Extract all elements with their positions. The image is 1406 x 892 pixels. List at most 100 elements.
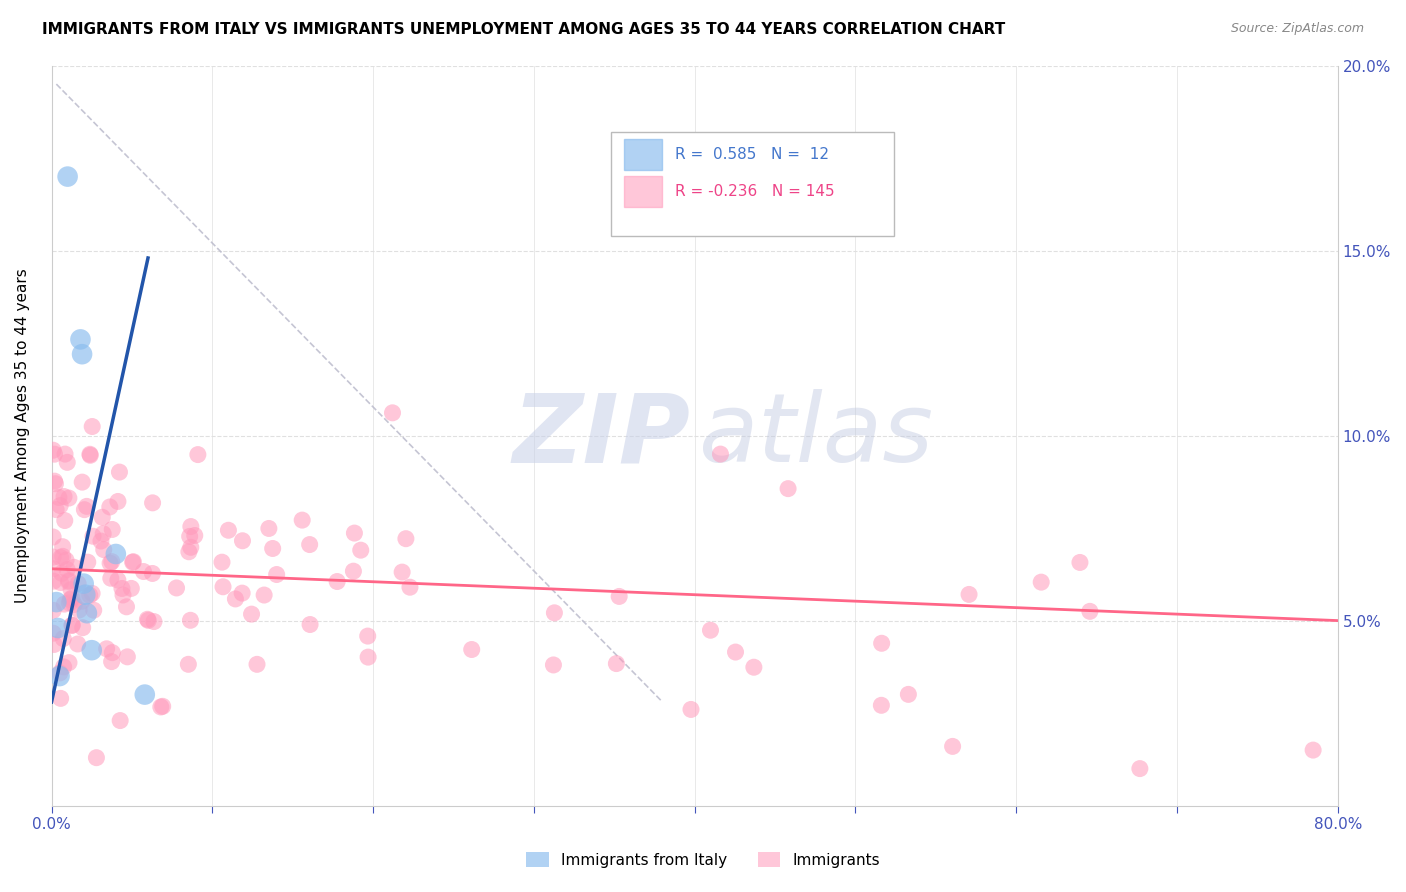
Immigrants [121, 555, 143, 569]
Legend: Immigrants from Italy, Immigrants: Immigrants from Italy, Immigrants [517, 844, 889, 875]
Immigrants from Italy [104, 547, 127, 561]
Immigrants [257, 521, 280, 535]
Immigrants [58, 656, 80, 670]
Immigrants [253, 588, 276, 602]
Immigrants [101, 523, 124, 537]
Immigrants [177, 657, 200, 672]
Immigrants [53, 447, 76, 461]
Immigrants [111, 582, 134, 596]
Immigrants [342, 564, 364, 578]
Immigrants [49, 691, 72, 706]
Text: R =  0.585   N =  12: R = 0.585 N = 12 [675, 147, 830, 162]
Immigrants [101, 646, 124, 660]
Immigrants [132, 565, 155, 579]
Immigrants [91, 510, 114, 524]
Immigrants [180, 541, 202, 555]
Immigrants [100, 571, 122, 585]
Immigrants [291, 513, 314, 527]
Immigrants [262, 541, 284, 556]
Immigrants [108, 465, 131, 479]
Immigrants [59, 592, 82, 607]
Immigrants [117, 649, 139, 664]
Immigrants [709, 447, 731, 461]
Y-axis label: Unemployment Among Ages 35 to 44 years: Unemployment Among Ages 35 to 44 years [15, 268, 30, 603]
Immigrants [82, 586, 104, 600]
Immigrants [67, 603, 90, 617]
Immigrants [58, 596, 80, 610]
Immigrants [52, 549, 75, 564]
Immigrants [1129, 762, 1152, 776]
Immigrants [82, 529, 104, 543]
Immigrants [778, 482, 800, 496]
Immigrants [1031, 575, 1053, 590]
Immigrants [395, 532, 418, 546]
Immigrants [44, 474, 66, 488]
Immigrants [48, 491, 70, 505]
Immigrants [70, 475, 93, 490]
Immigrants [56, 455, 79, 469]
Immigrants [460, 642, 482, 657]
Immigrants from Italy [73, 576, 96, 591]
Immigrants [100, 655, 122, 669]
Immigrants [79, 588, 101, 602]
Immigrants [42, 626, 65, 640]
Immigrants [231, 586, 253, 600]
Immigrants [42, 574, 65, 589]
Immigrants [49, 665, 72, 680]
Immigrants [326, 574, 349, 589]
Immigrants [96, 641, 118, 656]
Text: IMMIGRANTS FROM ITALY VS IMMIGRANTS UNEMPLOYMENT AMONG AGES 35 TO 44 YEARS CORRE: IMMIGRANTS FROM ITALY VS IMMIGRANTS UNEM… [42, 22, 1005, 37]
Immigrants [44, 447, 66, 461]
Bar [624, 139, 662, 170]
Immigrants [136, 613, 159, 627]
Immigrants [699, 624, 721, 638]
Immigrants [42, 562, 65, 576]
Immigrants [897, 687, 920, 701]
Immigrants [63, 560, 86, 574]
Immigrants [107, 573, 129, 587]
Immigrants [179, 613, 201, 627]
Immigrants [49, 499, 72, 513]
Immigrants [298, 538, 321, 552]
Immigrants [184, 528, 207, 542]
Immigrants [79, 447, 101, 461]
Immigrants [101, 555, 124, 569]
Immigrants [60, 618, 83, 632]
Immigrants [343, 526, 366, 541]
Immigrants [605, 657, 627, 671]
Immigrants [957, 587, 980, 601]
Text: atlas: atlas [699, 389, 934, 482]
Immigrants [44, 637, 66, 651]
Immigrants [49, 575, 72, 590]
Immigrants [58, 491, 80, 505]
Immigrants [136, 612, 159, 626]
Immigrants [177, 545, 200, 559]
Immigrants [299, 617, 322, 632]
Immigrants [42, 603, 65, 617]
Immigrants [90, 534, 112, 549]
Immigrants [98, 500, 121, 514]
Immigrants [149, 700, 172, 714]
Immigrants [73, 502, 96, 516]
Immigrants [391, 565, 413, 579]
Immigrants [357, 629, 380, 643]
Immigrants [51, 566, 73, 581]
Immigrants [91, 526, 114, 541]
Immigrants from Italy [76, 606, 98, 620]
Immigrants [53, 514, 76, 528]
Immigrants [211, 555, 233, 569]
Immigrants [266, 567, 288, 582]
Text: R = -0.236   N = 145: R = -0.236 N = 145 [675, 184, 835, 199]
Immigrants [1069, 556, 1091, 570]
Immigrants [79, 448, 101, 462]
Immigrants [179, 529, 201, 543]
Immigrants [120, 582, 142, 596]
Immigrants [49, 550, 72, 565]
Immigrants [141, 566, 163, 581]
Immigrants [350, 543, 373, 558]
Immigrants from Italy [134, 688, 156, 702]
Text: ZIP: ZIP [513, 389, 690, 482]
Immigrants [724, 645, 747, 659]
Immigrants [217, 523, 239, 537]
Immigrants from Italy [45, 595, 67, 609]
